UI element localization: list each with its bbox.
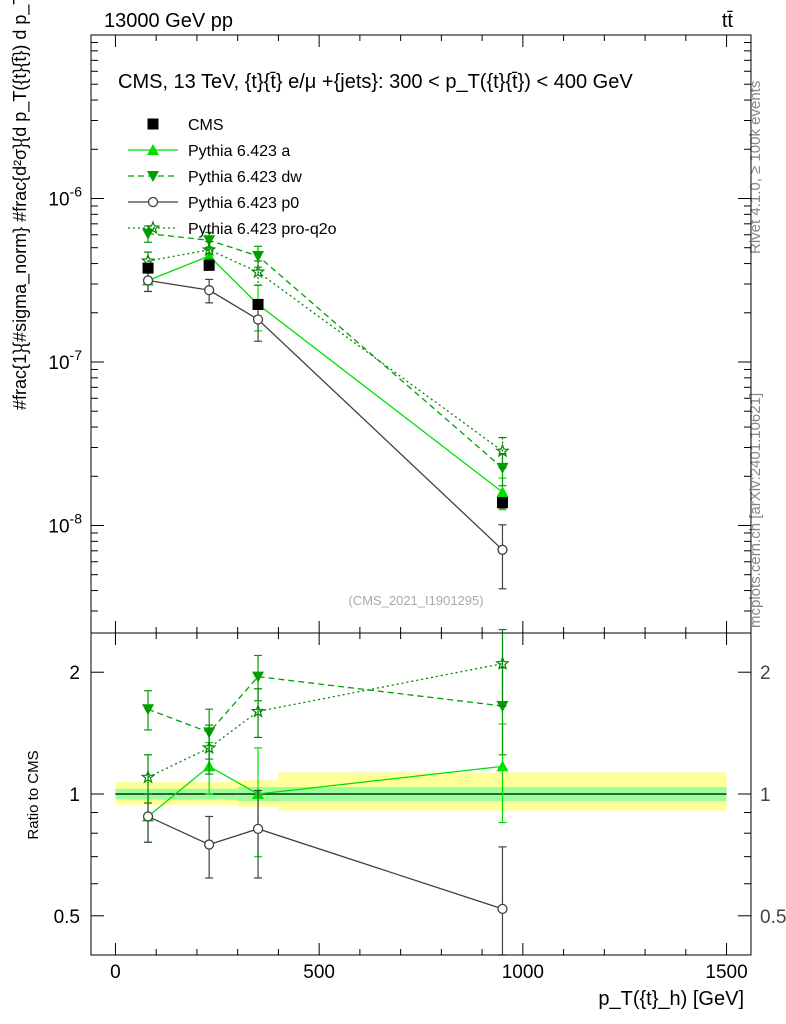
chart-title: CMS, 13 TeV, {t}{t̄} e/μ +{jets}: 300 < …: [118, 71, 633, 93]
ratio-line-pythia-6-423-pro-q2o: [147, 662, 503, 778]
xlabel: p_T({t}_h) [GeV]: [598, 988, 744, 1010]
data-point-pythia-6-423-p0: [203, 285, 215, 296]
ratio-frame: [90, 632, 752, 956]
y-tick-label-right: 0.5: [760, 907, 786, 928]
ratio-point-pythia-6-423-p0: [203, 839, 215, 850]
data-point-pythia-6-423-p0: [142, 275, 154, 286]
data-point-cms: [203, 259, 215, 271]
header-process-label: tt̄: [722, 10, 734, 32]
ratio-point-pythia-6-423-pro-q2o: [495, 655, 510, 670]
y-tick-label: 10-6: [48, 183, 82, 210]
data-point-pythia-6-423-pro-q2o: [250, 264, 266, 279]
legend-marker-pythia-6-423-dw: [147, 171, 159, 182]
ratio-point-pythia-6-423-p0: [497, 903, 508, 915]
ratio-point-pythia-6-423-a: [496, 760, 509, 772]
ratio-point-pythia-6-423-p0: [252, 823, 264, 835]
series-line-pythia-6-423-pro-q2o: [147, 249, 503, 452]
data-point-cms: [252, 298, 264, 310]
y-tick-label: 0.5: [54, 907, 80, 928]
ratio-ylabel: Ratio to CMS: [25, 750, 42, 839]
rivet-version-label: Rivet 4.1.0, ≥ 100k events: [747, 81, 764, 254]
x-tick-label: 1500: [705, 962, 747, 983]
ratio-point-pythia-6-423-p0: [142, 811, 154, 822]
ratio-line-pythia-6-423-p0: [147, 815, 503, 910]
ratio-line-pythia-6-423-dw: [147, 675, 503, 734]
y-tick-label: 2: [69, 663, 80, 684]
data-point-cms: [496, 497, 508, 509]
legend-marker-pythia-6-423-a: [147, 144, 159, 155]
legend-marker-pythia-6-423-p0: [147, 196, 159, 208]
y-tick-label: 10-8: [48, 510, 82, 537]
data-point-cms: [142, 262, 154, 274]
data-point-pythia-6-423-dw: [252, 250, 265, 262]
data-point-pythia-6-423-pro-q2o: [201, 242, 217, 257]
legend-marker-pythia-6-423-pro-q2o: [145, 220, 161, 235]
y-tick-label: 1: [69, 785, 80, 806]
legend-marker-cms: [147, 118, 159, 130]
series-line-pythia-6-423-p0: [147, 279, 503, 551]
data-point-pythia-6-423-a: [496, 486, 509, 498]
x-tick-label: 500: [303, 962, 335, 983]
ratio-point-pythia-6-423-dw: [142, 704, 155, 716]
legend-label-pythia-6-423-a: Pythia 6.423 a: [188, 143, 290, 160]
analysis-id: (CMS_2021_I1901295): [348, 593, 483, 608]
y-tick-label: 10-7: [48, 347, 82, 374]
data-point-pythia-6-423-p0: [497, 544, 508, 555]
legend-label-pythia-6-423-dw: Pythia 6.423 dw: [188, 169, 302, 186]
series-line-pythia-6-423-a: [147, 255, 503, 493]
legend-label-cms: CMS: [188, 117, 224, 134]
y-tick-label-right: 2: [760, 663, 771, 684]
main-ylabel: #frac{1}{#sigma_norm} #frac{d²σ}{d p_T({…: [10, 0, 31, 410]
ratio-line-pythia-6-423-a: [147, 765, 503, 817]
ratio-panel: 0 500 1000 1500 0.5 0.5 1 1 2 2: [54, 628, 786, 983]
ratio-point-pythia-6-423-pro-q2o: [250, 703, 266, 718]
legend-label-pythia-6-423-p0: Pythia 6.423 p0: [188, 195, 299, 212]
ratio-point-pythia-6-423-pro-q2o: [140, 769, 156, 784]
data-point-pythia-6-423-dw: [203, 235, 216, 247]
ratio-point-pythia-6-423-pro-q2o: [201, 740, 217, 755]
series-line-pythia-6-423-dw: [147, 232, 503, 469]
header-energy-label: 13000 GeV pp: [104, 10, 233, 32]
x-tick-label: 1000: [502, 962, 544, 983]
data-point-pythia-6-423-p0: [252, 314, 264, 325]
ratio-point-pythia-6-423-dw: [252, 671, 265, 683]
x-tick-label: 0: [110, 962, 121, 983]
y-tick-label-right: 1: [760, 785, 771, 806]
legend-label-pythia-6-423-pro-q2o: Pythia 6.423 pro-q2o: [188, 221, 337, 238]
mcplots-label: mcplots.cern.ch [arXiv:2401.10621]: [747, 393, 764, 628]
data-point-pythia-6-423-pro-q2o: [495, 443, 510, 458]
legend: CMS Pythia 6.423 a Pythia 6.423 dw Pythia 6…: [128, 117, 337, 238]
